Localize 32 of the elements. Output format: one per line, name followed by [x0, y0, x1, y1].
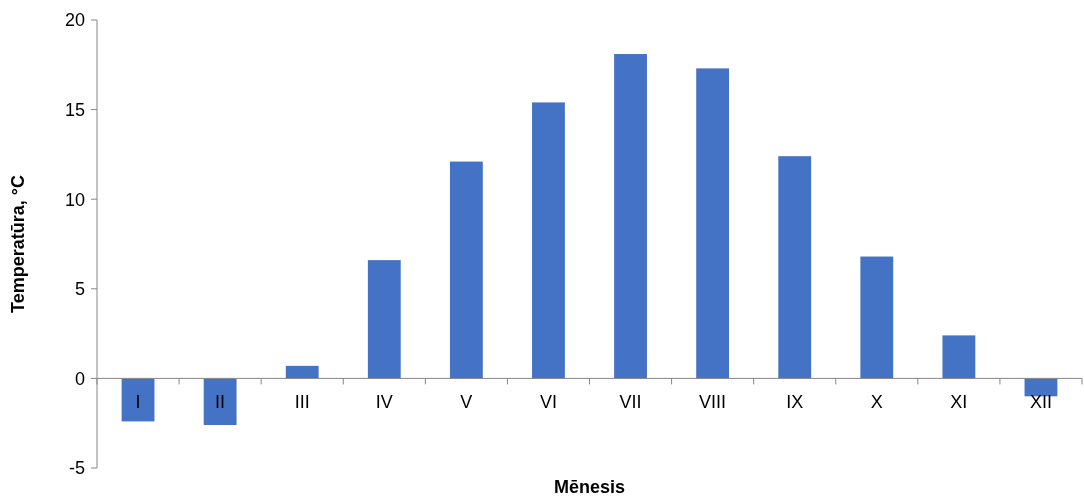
x-tick-label: VII	[619, 392, 642, 413]
x-tick-label: XI	[950, 392, 968, 413]
bar	[203, 378, 237, 425]
x-tick-label: IV	[375, 392, 393, 413]
bar	[449, 161, 483, 379]
x-axis-title: Mēnesis	[553, 477, 626, 497]
x-tick-label: VI	[539, 392, 557, 413]
y-tick-label: 15	[64, 99, 85, 120]
bar	[696, 68, 730, 379]
bar	[860, 256, 894, 379]
x-tick-label: VIII	[699, 392, 727, 413]
x-tick-label: V	[460, 392, 473, 413]
y-tick-label: 0	[74, 368, 85, 389]
y-tick-label: 5	[74, 279, 85, 300]
y-axis-title: Temperatūra, °C	[8, 175, 28, 313]
bar	[942, 335, 976, 379]
y-tick-label: -5	[68, 458, 85, 479]
x-tick-label: X	[870, 392, 883, 413]
bar	[121, 378, 155, 422]
x-tick-label: III	[294, 392, 310, 413]
bar	[1024, 378, 1058, 397]
x-tick-label: I	[135, 392, 141, 413]
bar	[778, 156, 812, 379]
bar	[532, 102, 565, 379]
bar	[367, 260, 401, 379]
x-tick-label: II	[215, 392, 226, 413]
y-tick-label: 10	[64, 189, 85, 210]
y-tick-label: 20	[64, 10, 85, 31]
x-tick-label: IX	[786, 392, 804, 413]
bar	[614, 54, 647, 379]
x-tick-label: XII	[1029, 392, 1052, 413]
bar	[285, 365, 319, 379]
